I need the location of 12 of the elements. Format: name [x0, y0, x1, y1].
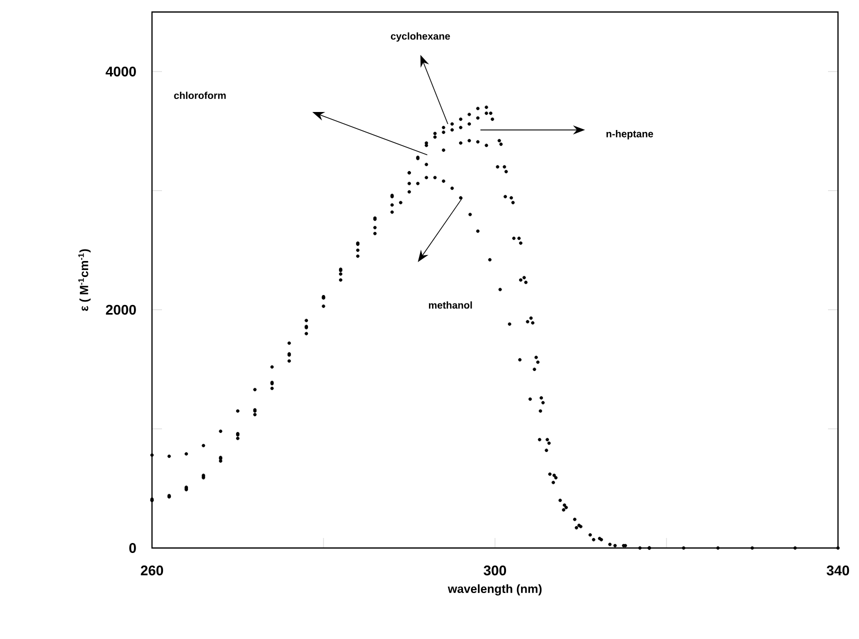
y-tick-label: 0: [129, 543, 136, 553]
annotation: n-heptane: [606, 130, 654, 140]
x-tick-label: 340: [826, 566, 850, 576]
y-axis-title: ε ( M$^{-1}$cm$^{-1}$): [78, 249, 91, 311]
annotation: methanol: [428, 301, 472, 309]
y-tick-label: 2000: [106, 304, 136, 315]
x-tick-label: 300: [484, 566, 506, 576]
x-axis-title: wavelength (nm): [448, 584, 542, 596]
annotation: chloroform: [174, 92, 226, 100]
annotation: cyclohexane: [390, 32, 450, 42]
x-tick-label: 260: [140, 566, 164, 576]
y-tick-label: 4000: [106, 66, 136, 76]
